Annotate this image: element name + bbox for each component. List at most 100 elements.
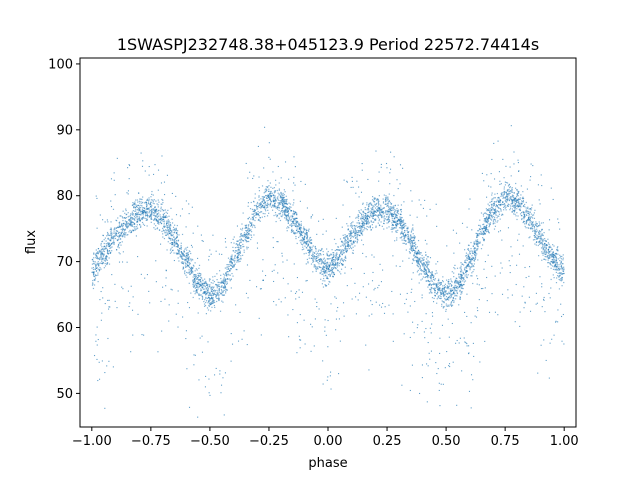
data-point [454, 286, 456, 289]
data-point [394, 240, 396, 242]
data-point [418, 259, 420, 261]
data-point [193, 285, 196, 288]
data-point [268, 195, 270, 197]
data-point [136, 221, 138, 223]
data-point [535, 236, 537, 238]
data-point [377, 208, 379, 210]
data-point [180, 255, 182, 257]
data-point [374, 210, 376, 212]
data-point [376, 210, 378, 212]
data-point [306, 245, 309, 247]
data-point [558, 278, 560, 281]
data-point [377, 222, 379, 224]
data-point [365, 220, 367, 222]
data-point [385, 198, 387, 200]
data-point [127, 222, 130, 224]
data-point [188, 282, 190, 284]
data-point [417, 251, 419, 253]
data-point [153, 219, 155, 221]
data-point [303, 238, 305, 240]
data-point [334, 259, 336, 261]
data-point [300, 223, 302, 225]
data-point [489, 211, 491, 213]
data-point [393, 218, 395, 220]
data-point [413, 255, 415, 257]
data-point [363, 229, 365, 231]
data-point [220, 293, 222, 295]
data-point [506, 189, 509, 191]
data-point [345, 248, 347, 251]
data-point [362, 214, 364, 216]
data-point [494, 218, 496, 221]
data-point [469, 250, 471, 252]
data-point [464, 275, 466, 277]
data-point [342, 264, 344, 266]
data-point [450, 296, 452, 298]
data-point [471, 250, 473, 252]
data-point [515, 201, 517, 203]
data-point [173, 244, 175, 246]
data-point [377, 209, 379, 211]
data-point [262, 197, 264, 199]
data-point [217, 281, 219, 283]
data-point [226, 289, 228, 291]
data-point [514, 209, 516, 211]
data-point [423, 263, 425, 265]
data-point [291, 222, 294, 224]
data-point [346, 245, 348, 247]
data-point [275, 179, 277, 181]
data-point [315, 250, 317, 252]
data-point [444, 286, 447, 288]
data-point [400, 211, 403, 213]
data-point [401, 232, 403, 234]
data-point [204, 304, 207, 307]
data-point [319, 260, 321, 262]
data-point [157, 189, 159, 191]
data-point [441, 303, 443, 305]
data-point [165, 232, 167, 234]
data-point [251, 216, 254, 218]
data-point [293, 202, 295, 204]
data-point [395, 215, 397, 218]
data-point [544, 253, 547, 255]
data-point [454, 280, 457, 282]
data-point [107, 251, 109, 253]
data-point [387, 202, 389, 204]
data-point [123, 223, 125, 225]
data-point [382, 202, 385, 204]
data-point [202, 292, 204, 294]
data-point [409, 239, 412, 241]
data-point [306, 234, 308, 236]
data-point [361, 231, 363, 233]
data-point [510, 198, 512, 200]
data-point [188, 269, 190, 271]
data-point [269, 196, 271, 198]
data-point [378, 203, 380, 205]
data-point [529, 219, 531, 221]
data-point [298, 231, 301, 233]
data-point [340, 259, 342, 261]
data-point [259, 217, 261, 219]
data-point [183, 251, 185, 253]
data-point [506, 201, 508, 203]
data-point [227, 264, 229, 266]
data-point [423, 265, 425, 267]
data-point [473, 242, 475, 244]
data-point [495, 211, 497, 213]
data-point [382, 198, 384, 200]
data-point [493, 213, 495, 215]
data-point [325, 284, 328, 287]
data-point [358, 231, 360, 233]
data-point [369, 213, 372, 215]
data-point [450, 301, 452, 303]
data-point [336, 253, 338, 255]
data-point [425, 276, 427, 278]
data-point [518, 200, 520, 202]
data-point [194, 262, 196, 264]
data-point [206, 283, 208, 285]
data-point [542, 247, 544, 249]
data-point [133, 223, 135, 226]
data-point [403, 238, 405, 240]
data-point [150, 215, 152, 217]
data-point [513, 209, 515, 212]
